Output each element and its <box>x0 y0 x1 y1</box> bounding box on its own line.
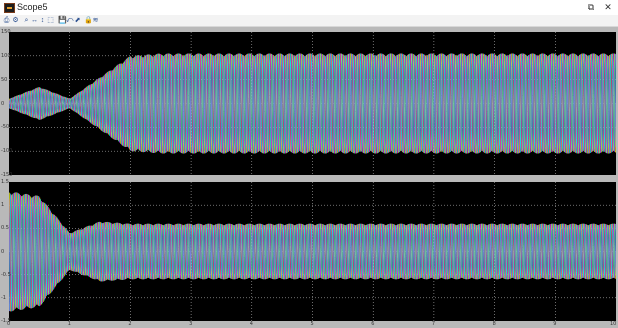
zoom-y-icon[interactable]: ↕ <box>40 17 45 24</box>
title-bar: Scope5 ⧉ ✕ <box>0 0 618 15</box>
y-tick-label: -50 <box>1 124 10 131</box>
lock-axes-icon[interactable]: 🔒 <box>84 17 93 24</box>
y-tick-label: -1.5 <box>1 318 11 324</box>
bottom-plot <box>9 182 616 321</box>
y-tick-label: 0 <box>1 100 5 107</box>
y-tick-label: 150 <box>1 29 11 35</box>
toolbar: ⎙ ⚙ ⌕ ↔ ↕ ⬚ 💾 ⤺ ⬈ 🔒 ≋ <box>0 15 618 27</box>
series-line-3 <box>9 192 616 312</box>
signal-selection-icon[interactable]: ≋ <box>92 17 99 24</box>
y-tick-label: 100 <box>1 52 11 59</box>
x-tick-label: 10 <box>610 321 617 327</box>
series-line-1 <box>9 192 616 312</box>
series-line-1 <box>9 53 616 154</box>
y-tick-label: 0 <box>1 248 5 255</box>
y-tick-label: -150 <box>1 172 13 178</box>
save-axes-icon[interactable]: 💾 <box>58 17 67 24</box>
y-tick-label: -100 <box>1 148 13 155</box>
autoscale-icon[interactable]: ⬚ <box>47 17 54 24</box>
close-icon[interactable]: ✕ <box>604 2 612 12</box>
x-tick-label: 1 <box>67 321 71 327</box>
window-title: Scope5 <box>17 2 48 12</box>
x-tick-label: 8 <box>492 321 496 327</box>
x-tick-label: 2 <box>128 321 132 327</box>
y-tick-label: 0.5 <box>1 225 9 232</box>
floating-scope-icon[interactable]: ⬈ <box>74 17 81 24</box>
top-plot <box>9 32 616 175</box>
restore-icon[interactable]: ⧉ <box>587 2 595 12</box>
zoom-icon[interactable]: ⌕ <box>24 17 29 24</box>
params-icon[interactable]: ⚙ <box>12 17 19 24</box>
x-tick-label: 4 <box>249 321 253 327</box>
x-tick-label: 7 <box>431 321 436 327</box>
top-axes[interactable] <box>9 32 616 175</box>
x-tick-label: 5 <box>310 321 314 327</box>
y-tick-label: 50 <box>1 76 8 83</box>
bottom-axes[interactable] <box>9 182 616 321</box>
x-tick-label: 3 <box>189 321 193 327</box>
scope-app-icon <box>4 3 15 13</box>
x-tick-label: 6 <box>371 321 375 327</box>
y-tick-label: 1 <box>1 202 5 209</box>
series-line-2 <box>9 192 616 312</box>
y-tick-label: 1.5 <box>1 179 9 185</box>
zoom-x-icon[interactable]: ↔ <box>31 17 38 24</box>
x-tick-label: 0 <box>7 321 11 327</box>
print-icon[interactable]: ⎙ <box>3 17 10 24</box>
y-tick-label: -0.5 <box>1 271 11 278</box>
y-tick-label: -1 <box>1 294 6 301</box>
x-tick-label: 9 <box>553 321 557 327</box>
series-line-2 <box>9 53 616 154</box>
series-line-3 <box>9 53 616 154</box>
restore-axes-icon[interactable]: ⤺ <box>66 17 74 24</box>
